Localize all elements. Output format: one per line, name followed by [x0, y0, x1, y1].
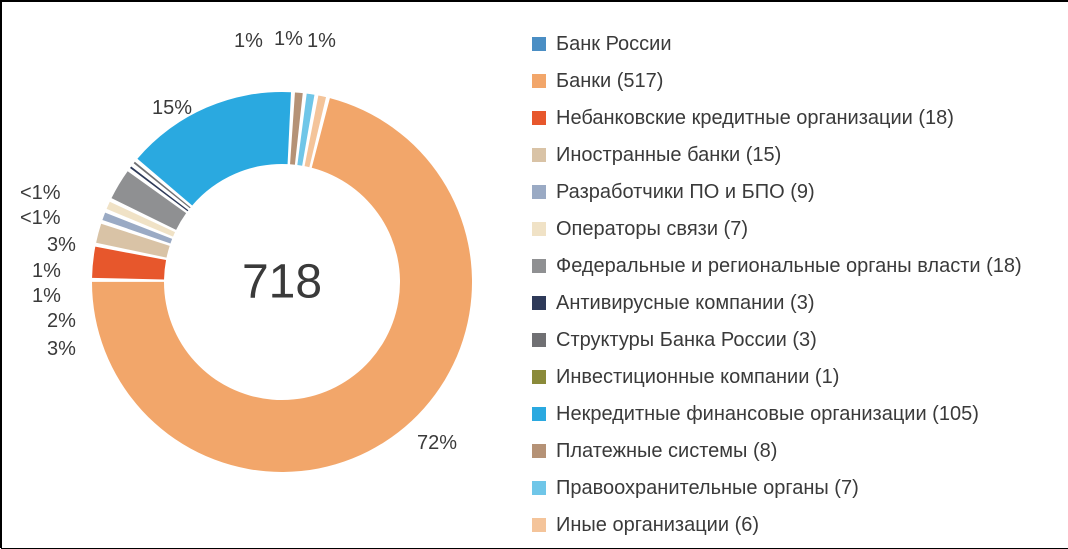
legend-swatch [532, 74, 546, 88]
legend-swatch [532, 370, 546, 384]
legend-label: Федеральные и региональные органы власти… [556, 254, 1022, 278]
legend-item: Банки (517) [532, 69, 1048, 93]
slice-label-police: 1% [274, 28, 303, 51]
slice-label-banks: 72% [417, 432, 457, 455]
legend-item: Некредитные финансовые организации (105) [532, 402, 1048, 426]
legend-label: Антивирусные компании (3) [556, 291, 814, 315]
legend-item: Антивирусные компании (3) [532, 291, 1048, 315]
legend-swatch [532, 148, 546, 162]
legend-label: Инвестиционные компании (1) [556, 365, 839, 389]
legend-label: Структуры Банка России (3) [556, 328, 817, 352]
slice-label-nonbank: 3% [47, 338, 76, 361]
slice-label-cbr_struct: <1% [20, 182, 61, 205]
legend-swatch [532, 222, 546, 236]
legend-label: Некредитные финансовые организации (105) [556, 402, 979, 426]
slice-label-antivirus: <1% [20, 207, 61, 230]
donut-chart: 718 72%3%2%1%1%3%<1%<1%15%1%1%1% [2, 2, 532, 549]
legend-item: Иные организации (6) [532, 513, 1048, 537]
legend: Банк России Банки (517) Небанковские креди… [532, 2, 1068, 548]
legend-swatch [532, 481, 546, 495]
slice-label-telecom: 1% [32, 260, 61, 283]
legend-label: Банк России [556, 32, 672, 56]
legend-swatch [532, 296, 546, 310]
legend-item: Операторы связи (7) [532, 217, 1048, 241]
legend-swatch [532, 37, 546, 51]
legend-label: Небанковские кредитные организации (18) [556, 106, 954, 130]
legend-swatch [532, 111, 546, 125]
legend-item: Федеральные и региональные органы власти… [532, 254, 1048, 278]
legend-swatch [532, 259, 546, 273]
legend-item: Разработчики ПО и БПО (9) [532, 180, 1048, 204]
legend-label: Банки (517) [556, 69, 663, 93]
legend-swatch [532, 444, 546, 458]
legend-label: Иные организации (6) [556, 513, 759, 537]
slice-label-foreign: 2% [47, 310, 76, 333]
slice-label-other: 1% [307, 30, 336, 53]
slice-label-payment: 1% [234, 30, 263, 53]
slice-label-devs: 1% [32, 285, 61, 308]
slice-label-gov: 3% [47, 234, 76, 257]
legend-item: Небанковские кредитные организации (18) [532, 106, 1048, 130]
donut-center-value: 718 [242, 255, 322, 310]
legend-item: Структуры Банка России (3) [532, 328, 1048, 352]
legend-label: Платежные системы (8) [556, 439, 777, 463]
legend-label: Правоохранительные органы (7) [556, 476, 859, 500]
legend-item: Правоохранительные органы (7) [532, 476, 1048, 500]
legend-item: Платежные системы (8) [532, 439, 1048, 463]
legend-swatch [532, 185, 546, 199]
legend-label: Операторы связи (7) [556, 217, 748, 241]
legend-item: Банк России [532, 32, 1048, 56]
legend-swatch [532, 407, 546, 421]
legend-label: Иностранные банки (15) [556, 143, 781, 167]
legend-label: Разработчики ПО и БПО (9) [556, 180, 815, 204]
slice-label-nonfin: 15% [152, 97, 192, 120]
legend-item: Инвестиционные компании (1) [532, 365, 1048, 389]
legend-swatch [532, 333, 546, 347]
chart-container: 718 72%3%2%1%1%3%<1%<1%15%1%1%1% Банк Ро… [2, 2, 1068, 548]
legend-item: Иностранные банки (15) [532, 143, 1048, 167]
legend-swatch [532, 518, 546, 532]
